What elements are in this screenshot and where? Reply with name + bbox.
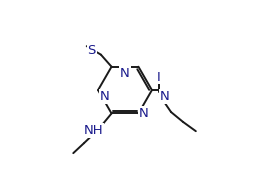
Text: S: S — [88, 44, 96, 57]
Text: N: N — [160, 90, 169, 103]
Text: N: N — [138, 107, 148, 120]
Text: N: N — [100, 90, 109, 103]
Text: NH: NH — [83, 124, 103, 137]
Text: N: N — [120, 67, 130, 80]
Text: I: I — [157, 71, 161, 84]
